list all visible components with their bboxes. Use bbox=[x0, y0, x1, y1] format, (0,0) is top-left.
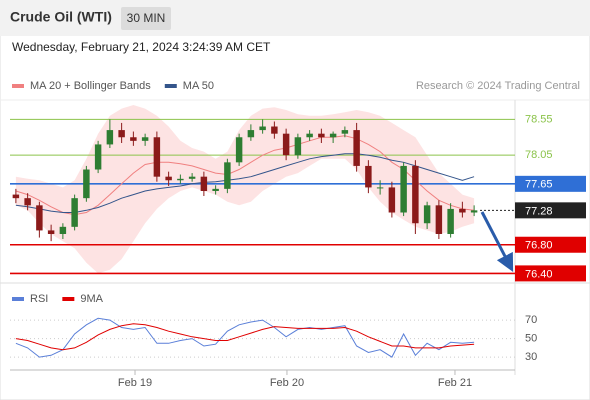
candle-body bbox=[36, 205, 43, 231]
candle-body bbox=[24, 198, 31, 206]
level-box bbox=[515, 202, 586, 219]
candle-body bbox=[376, 187, 384, 189]
candle-body bbox=[435, 205, 443, 234]
x-tick-label: Feb 20 bbox=[270, 377, 304, 389]
level-box bbox=[515, 236, 586, 253]
candle-body bbox=[153, 137, 161, 177]
candle-body bbox=[177, 178, 184, 181]
date: Wednesday, February 21, 2024 3:24:39 AM … bbox=[12, 40, 271, 54]
candle-body bbox=[200, 176, 208, 191]
title: Crude Oil (WTI) bbox=[10, 9, 112, 25]
level-box bbox=[515, 175, 586, 192]
legend-label: MA 50 bbox=[183, 80, 214, 92]
candle-body bbox=[224, 162, 231, 189]
legend-swatch bbox=[12, 84, 24, 88]
candle-body bbox=[71, 198, 78, 227]
candle-body bbox=[235, 137, 243, 163]
badge-box bbox=[121, 7, 171, 30]
candle-body bbox=[447, 208, 454, 234]
y-tick-label: 30 bbox=[525, 351, 537, 363]
candle-body bbox=[188, 176, 196, 179]
candle-body bbox=[365, 165, 372, 188]
candle-body bbox=[118, 130, 125, 138]
candle-body bbox=[329, 133, 337, 138]
candle-body bbox=[83, 169, 90, 199]
level-label: 77.28 bbox=[525, 205, 553, 217]
header-bar bbox=[0, 0, 590, 36]
candle-body bbox=[94, 144, 102, 170]
legend-label: 9MA bbox=[80, 293, 103, 305]
candle-body bbox=[400, 165, 407, 213]
y-tick-label: 50 bbox=[525, 333, 537, 345]
candle-body bbox=[47, 230, 55, 234]
candle-body bbox=[12, 194, 20, 199]
candle-body bbox=[470, 210, 478, 213]
candle-body bbox=[459, 208, 466, 213]
projection-arrow bbox=[480, 211, 514, 272]
candle-body bbox=[353, 130, 360, 166]
candle-body bbox=[412, 165, 419, 224]
source: Research © 2024 Trading Central bbox=[416, 80, 580, 92]
candle-body bbox=[318, 133, 325, 138]
x-tick-label: Feb 19 bbox=[118, 377, 152, 389]
level-label: 77.65 bbox=[525, 179, 553, 191]
level-label: 76.40 bbox=[525, 268, 553, 280]
legend-swatch bbox=[12, 297, 24, 301]
level-box bbox=[515, 265, 586, 282]
badge: 30 MIN bbox=[127, 11, 166, 25]
candle-body bbox=[271, 126, 278, 134]
candle-body bbox=[282, 133, 290, 156]
level-label: 78.55 bbox=[525, 113, 553, 125]
candle-body bbox=[294, 137, 302, 156]
x-tick-label: Feb 21 bbox=[438, 377, 472, 389]
candle-body bbox=[341, 130, 349, 134]
level-label: 76.80 bbox=[525, 240, 553, 252]
candle-body bbox=[259, 126, 266, 131]
candle-body bbox=[306, 133, 313, 138]
legend-label: RSI bbox=[30, 293, 48, 305]
candle-body bbox=[165, 176, 172, 181]
legend-swatch bbox=[62, 297, 75, 301]
candle-body bbox=[388, 187, 396, 213]
moving-average bbox=[15, 153, 475, 213]
candle-body bbox=[141, 137, 149, 141]
candle-body bbox=[247, 130, 255, 138]
candle-body bbox=[130, 137, 137, 141]
candle-body bbox=[59, 226, 67, 234]
y-tick-label: 70 bbox=[525, 314, 537, 326]
candle-body bbox=[212, 188, 219, 191]
level-label: 78.05 bbox=[525, 149, 553, 161]
indicator-line bbox=[15, 323, 475, 351]
legend-swatch bbox=[164, 84, 177, 88]
candle-body bbox=[106, 130, 114, 145]
legend-label: MA 20 + Bollinger Bands bbox=[30, 80, 151, 92]
candle-body bbox=[423, 205, 431, 224]
